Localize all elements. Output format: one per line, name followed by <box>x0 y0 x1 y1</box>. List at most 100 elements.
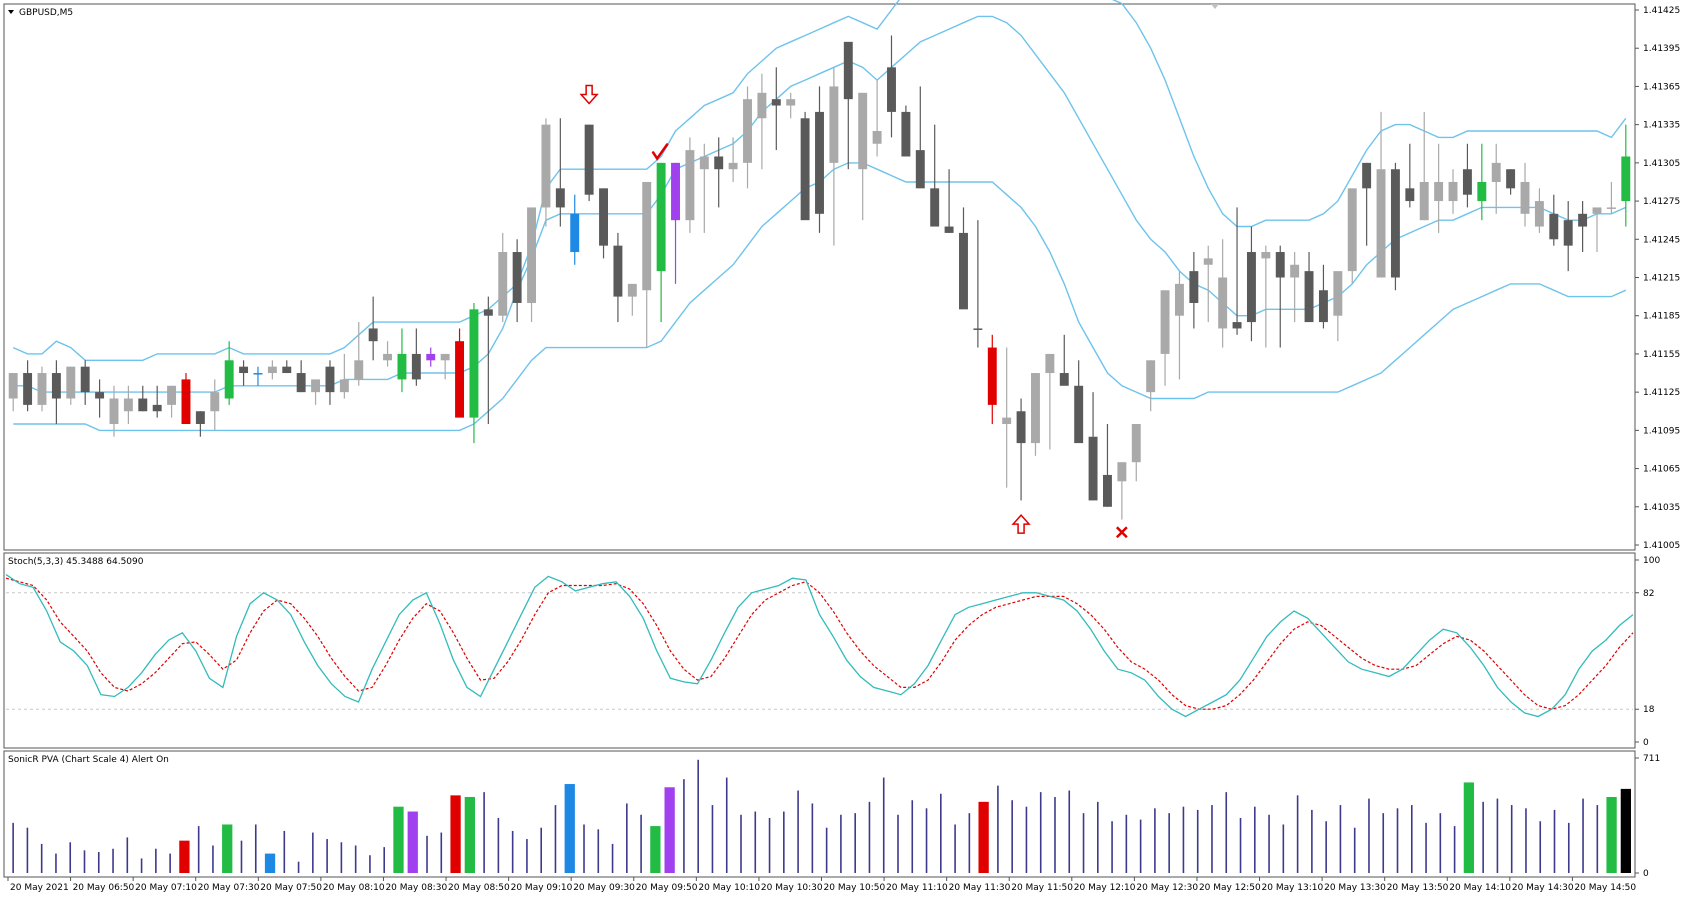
volume-bar <box>954 824 956 873</box>
volume-bar <box>1296 795 1299 873</box>
volume-bar <box>369 855 371 873</box>
price-panel[interactable]: 1.41425 1.41395 1.41365 1.41335 1.41305 1.412… <box>3 0 1680 551</box>
candle-body <box>959 232 968 310</box>
candle <box>555 118 565 227</box>
volume-bar <box>1567 822 1570 873</box>
candle-body <box>210 392 220 412</box>
candle <box>224 341 234 405</box>
volume-bar <box>925 808 928 873</box>
time-axis-label: 20 May 09:50 <box>636 883 698 893</box>
volume-bar <box>540 827 542 873</box>
volume-bar <box>650 826 661 873</box>
candle <box>440 353 450 380</box>
volume-bar <box>97 851 100 873</box>
candle-body <box>555 188 565 208</box>
candle-body <box>815 111 824 214</box>
time-axis-label: 20 May 08:30 <box>385 883 447 893</box>
candle-body <box>253 373 263 375</box>
candle <box>210 379 220 431</box>
candle-body <box>714 156 724 170</box>
candle-body <box>296 373 306 393</box>
candle <box>1088 392 1098 501</box>
candle-body <box>1304 271 1314 323</box>
candle <box>1031 373 1040 456</box>
volume-bar <box>483 792 485 873</box>
volume-panel[interactable]: 711 0 SonicR PVA (Chart Scale 4) Alert On <box>3 750 1660 879</box>
candle-body <box>368 328 378 342</box>
time-axis-label: 20 May 14:30 <box>1512 883 1574 893</box>
candle-body <box>195 411 205 424</box>
candle <box>383 341 393 367</box>
time-axis-label: 20 May 12:30 <box>1136 883 1198 893</box>
candle-body <box>325 366 335 393</box>
stochastic-panel[interactable]: 100 82 18 0 Stoch(5,3,3) 45.3488 64.5090 <box>3 552 1660 749</box>
volume-bar <box>212 845 214 873</box>
time-axis-label: 20 May 11:10 <box>886 883 948 893</box>
volume-bar <box>1596 805 1599 873</box>
volume-bar <box>1139 819 1142 873</box>
candle-body <box>973 328 983 330</box>
candle <box>1434 143 1444 233</box>
candle <box>23 360 33 412</box>
shift-marker-icon[interactable] <box>1211 4 1219 9</box>
candle <box>411 328 421 386</box>
volume-bar <box>1453 826 1456 873</box>
candle <box>1131 423 1141 482</box>
candle-body <box>1189 271 1199 303</box>
candle <box>1146 360 1156 412</box>
candle <box>973 220 983 348</box>
volume-bars <box>12 759 1632 873</box>
candle <box>699 143 709 233</box>
volume-bar <box>1510 805 1513 873</box>
candle-body <box>1045 353 1055 374</box>
volume-bar <box>740 814 742 873</box>
candle-body <box>627 283 637 297</box>
candle-body <box>1534 201 1544 227</box>
price-axis-label: 1.41125 <box>1643 388 1680 398</box>
time-axis-label: 20 May 12:10 <box>1074 883 1136 893</box>
time-axis-label: 20 May 07:30 <box>198 883 260 893</box>
volume-bar <box>297 861 300 873</box>
candle-body <box>397 353 407 380</box>
candle <box>339 353 349 399</box>
candle <box>1347 188 1357 284</box>
candle-body <box>1563 220 1573 246</box>
candle-body <box>1318 290 1328 323</box>
candle-body <box>1074 385 1084 444</box>
volume-bar <box>1311 809 1313 873</box>
candle-body <box>584 124 594 195</box>
volume-bar <box>179 840 190 873</box>
candle <box>1333 271 1343 342</box>
candle <box>1376 111 1386 278</box>
volume-bar <box>126 837 129 873</box>
candle-body <box>455 341 465 418</box>
candle <box>37 366 47 412</box>
candle-body <box>1549 213 1559 240</box>
candle <box>786 92 796 119</box>
candle-body <box>1131 423 1141 463</box>
candle <box>1606 181 1616 214</box>
candle-body <box>1160 290 1170 354</box>
candle-body <box>613 245 623 297</box>
volume-bar <box>1539 821 1542 873</box>
candle-body <box>1088 436 1098 501</box>
candle <box>915 86 925 189</box>
candle-body <box>685 150 695 221</box>
volume-bar <box>155 848 157 873</box>
chevron-down-icon[interactable] <box>8 10 14 14</box>
price-axis-label: 1.41305 <box>1643 159 1680 169</box>
candle <box>743 86 752 189</box>
candle-body <box>771 99 781 106</box>
candle-body <box>1462 169 1472 195</box>
candle-body <box>599 188 608 246</box>
bands-upper-line <box>12 0 1627 361</box>
candle <box>872 80 882 157</box>
candle <box>656 162 666 323</box>
candle <box>80 360 90 405</box>
candle <box>887 35 896 138</box>
candle <box>1290 252 1300 323</box>
volume-bar <box>626 803 628 873</box>
candle <box>1477 143 1487 221</box>
candle-body <box>1103 474 1112 507</box>
candle <box>1592 207 1602 253</box>
